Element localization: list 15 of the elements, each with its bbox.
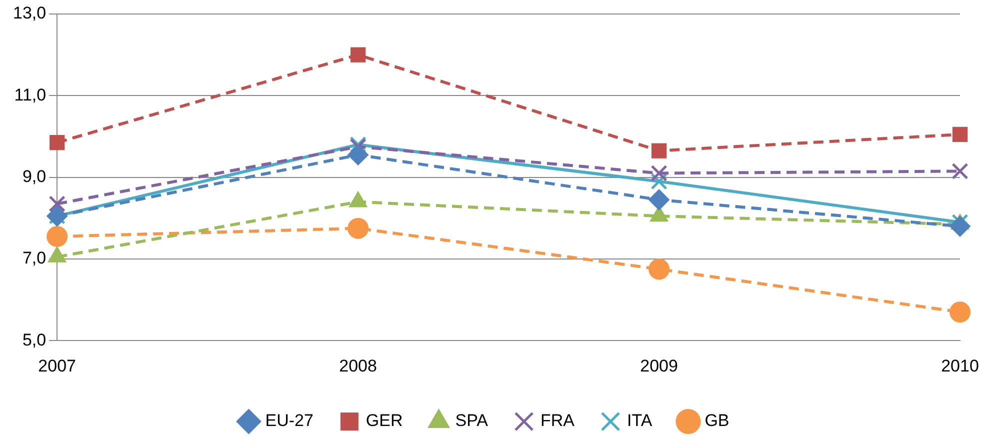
x-tick-label: 2009 [640, 356, 678, 376]
y-tick-label: 11,0 [14, 85, 46, 104]
legend-label: SPA [455, 411, 489, 430]
legend-label: GB [704, 411, 730, 430]
legend-label: ITA [627, 411, 653, 430]
y-tick-label: 13,0 [12, 4, 46, 23]
y-tick-label: 7,0 [22, 248, 46, 268]
legend-label: FRA [540, 411, 576, 430]
y-tick-label: 5,0 [22, 330, 46, 350]
x-tick-label: 2008 [339, 356, 377, 376]
legend-label: GER [366, 411, 403, 430]
x-tick-label: 2010 [941, 356, 979, 376]
y-tick-label: 9,0 [22, 166, 46, 186]
x-tick-label: 2007 [38, 356, 76, 376]
legend-label: EU-27 [265, 411, 314, 430]
